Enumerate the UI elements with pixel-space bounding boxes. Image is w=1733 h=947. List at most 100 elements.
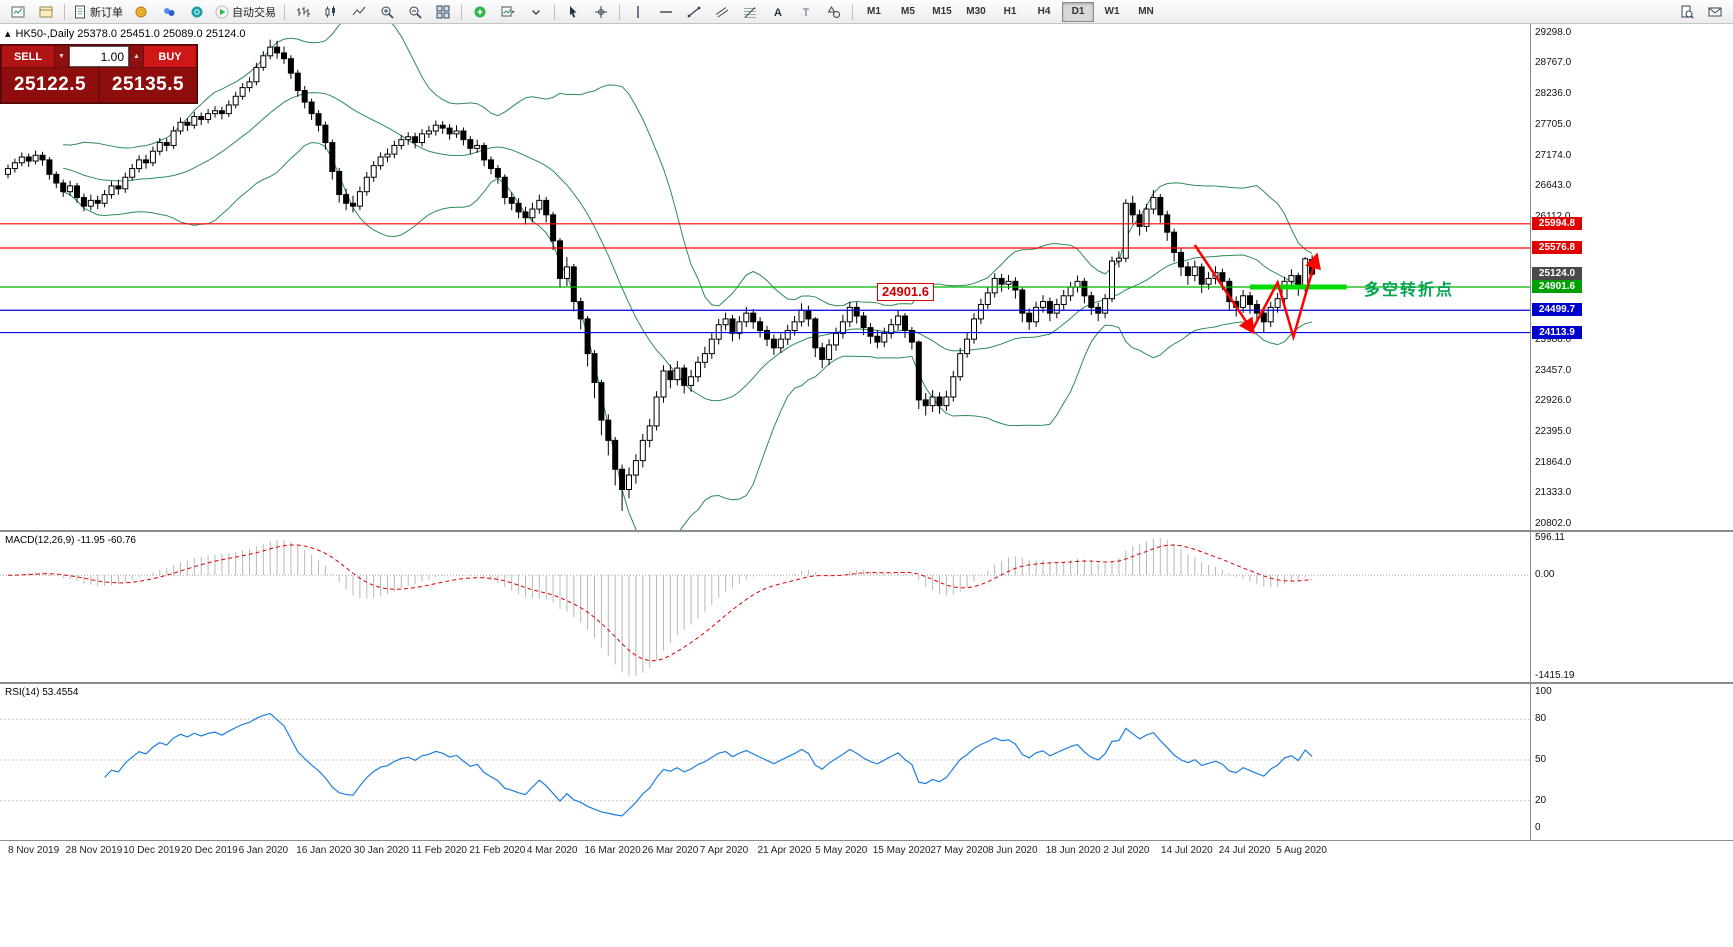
text-button[interactable]: A <box>764 1 792 23</box>
candle-body <box>308 101 315 115</box>
trendline-button[interactable] <box>680 1 708 23</box>
chart-profiles-button[interactable] <box>32 1 60 23</box>
horizontal-line-button[interactable] <box>652 1 680 23</box>
candle-body <box>198 116 205 120</box>
candle-body <box>1274 298 1281 308</box>
candle-body <box>191 116 198 126</box>
price-axis-tag: 25576.8 <box>1532 240 1582 254</box>
timeframe-button-mn[interactable]: MN <box>1138 6 1154 17</box>
vertical-line-button[interactable] <box>624 1 652 23</box>
new-order-button[interactable]: 新订单 <box>69 1 127 23</box>
svg-text:A: A <box>774 7 782 19</box>
candlestick-chart-button[interactable] <box>317 1 345 23</box>
toolbar-chat-button[interactable] <box>1701 1 1729 23</box>
main-chart-canvas[interactable] <box>0 24 1530 530</box>
hline-icon <box>659 5 673 19</box>
new-chart-window-button[interactable] <box>4 1 32 23</box>
candle-body <box>143 159 149 164</box>
candle-body <box>87 199 94 207</box>
price-axis-label: 21333.0 <box>1535 487 1572 499</box>
candle-body <box>1260 312 1267 323</box>
charts-list-button[interactable] <box>494 1 522 23</box>
candle-body <box>163 142 170 146</box>
timeframe-button-w1[interactable]: W1 <box>1104 6 1120 17</box>
candle-body <box>281 52 287 60</box>
sell-button[interactable]: SELL <box>2 46 54 67</box>
label-button[interactable]: T <box>792 1 820 23</box>
shapes-button[interactable] <box>820 1 848 23</box>
candle-body <box>218 110 225 115</box>
toolbar-search-button[interactable] <box>1673 1 1701 23</box>
pane-splitter[interactable] <box>0 682 1733 684</box>
macd-pane-canvas[interactable] <box>0 532 1530 682</box>
price-axis-tag: 25994.8 <box>1532 216 1582 230</box>
candle-body <box>274 46 281 54</box>
candle-body <box>1302 258 1309 288</box>
candle-body <box>377 156 384 167</box>
candle-body <box>60 182 67 193</box>
sell-price-button[interactable]: 25122.5 <box>2 68 98 102</box>
candle-body <box>964 338 971 355</box>
candle-body <box>1088 295 1095 308</box>
candle-body <box>67 185 74 193</box>
bar-chart-button[interactable] <box>289 1 317 23</box>
templates-dropdown-button[interactable] <box>522 1 550 23</box>
timeframe-button-m15[interactable]: M15 <box>932 6 952 17</box>
candle-body <box>439 124 446 129</box>
candle-body <box>267 46 274 57</box>
toolbar-separator <box>619 3 620 20</box>
line-chart-button[interactable] <box>345 1 373 23</box>
timeframe-button-m5[interactable]: M5 <box>901 6 915 17</box>
turning-point-annotation: 多空转折点 <box>1364 282 1455 299</box>
crosshair-button[interactable] <box>587 1 615 23</box>
indicators-button[interactable] <box>466 1 494 23</box>
fibonacci-button[interactable] <box>736 1 764 23</box>
candle-body <box>1288 275 1295 282</box>
timeframe-button-m30[interactable]: M30 <box>966 6 986 17</box>
price-axis[interactable]: 29298.0 28767.0 28236.0 27705.0 27174.0 26643… <box>1530 24 1733 840</box>
candle-body <box>991 277 998 294</box>
buy-price-button[interactable]: 25135.5 <box>100 68 196 102</box>
rsi-line <box>104 712 1313 817</box>
community-button[interactable] <box>183 1 211 23</box>
candle-body <box>1247 295 1253 305</box>
deposit-button[interactable] <box>127 1 155 23</box>
volume-input[interactable] <box>69 46 129 67</box>
timeframe-button-d1[interactable]: D1 <box>1062 1 1094 22</box>
timeframe-button-h4[interactable]: H4 <box>1037 6 1051 17</box>
candles-icon <box>324 5 338 19</box>
volume-decrease-button[interactable]: ▼ <box>55 46 68 67</box>
candle-body <box>239 87 246 97</box>
autotrade-button[interactable]: 自动交易 <box>211 1 280 23</box>
cursor-button[interactable] <box>559 1 587 23</box>
timeframe-button-h1[interactable]: H1 <box>1003 6 1017 17</box>
zoom-in-button[interactable] <box>373 1 401 23</box>
macd-scale-label: 596.11 <box>1535 532 1565 543</box>
volume-increase-button[interactable]: ▲ <box>130 46 143 67</box>
candle-body <box>108 185 115 196</box>
community-icon <box>190 5 204 19</box>
pane-splitter[interactable] <box>0 530 1733 532</box>
symbol-ohlc-text: HK50-,Daily 25378.0 25451.0 25089.0 2512… <box>15 27 246 40</box>
zoom-out-button[interactable] <box>401 1 429 23</box>
buy-button[interactable]: BUY <box>144 46 196 67</box>
candle-body <box>446 127 453 135</box>
candle-body <box>18 156 25 164</box>
candle-body <box>888 324 895 334</box>
accounts-button[interactable] <box>155 1 183 23</box>
price-axis-label: 22395.0 <box>1535 425 1572 437</box>
candle-body <box>591 353 598 384</box>
rsi-scale-label: 50 <box>1535 754 1547 765</box>
toolbar-separator <box>852 3 853 20</box>
candle-body <box>1178 251 1184 268</box>
shapes-icon <box>827 5 841 19</box>
price-axis-label: 26112.0 <box>1535 211 1570 222</box>
channel-button[interactable] <box>708 1 736 23</box>
date-axis[interactable]: 8 Nov 2019 28 Nov 2019 10 Dec 2019 20 Dec 2… <box>0 840 1733 863</box>
candle-body <box>922 399 929 407</box>
timeframe-button-m1[interactable]: M1 <box>867 6 881 17</box>
tile-windows-button[interactable] <box>429 1 457 23</box>
date-axis-label: 21 Feb 2020 <box>469 845 526 856</box>
rsi-pane-canvas[interactable] <box>0 684 1530 840</box>
candle-body <box>1191 266 1198 277</box>
